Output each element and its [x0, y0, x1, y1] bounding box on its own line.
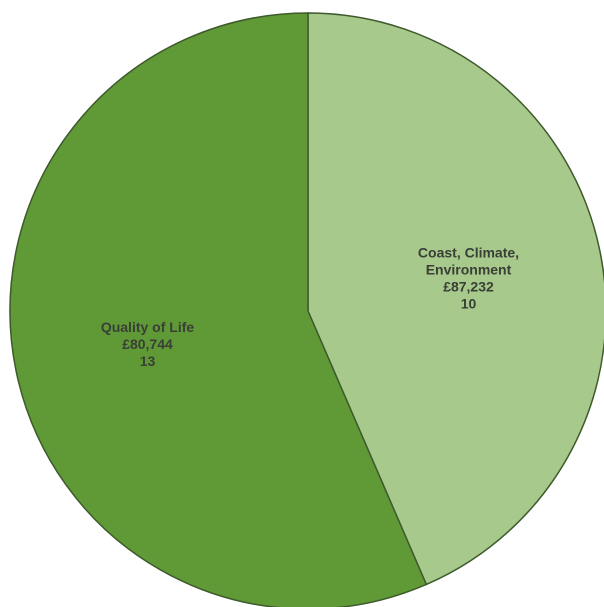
slice-label-line: £80,744	[122, 336, 173, 352]
slice-label-line: 13	[140, 353, 156, 369]
slice-label-line: 10	[461, 295, 477, 311]
slice-label-line: Environment	[426, 261, 512, 277]
pie-slices	[9, 12, 604, 607]
slice-label-line: £87,232	[443, 278, 494, 294]
pie-labels: Coast, Climate, Environment £87,232 10 Quali…	[101, 244, 519, 369]
slice-label-line: Quality of Life	[101, 319, 195, 335]
slice-label-line: Coast, Climate,	[418, 244, 519, 260]
slice-label-coast-climate-environment: Coast, Climate, Environment £87,232 10	[418, 244, 519, 311]
slice-label-quality-of-life: Quality of Life £80,744 13	[101, 319, 195, 369]
pie-slice-coast-climate-environment	[307, 12, 604, 586]
